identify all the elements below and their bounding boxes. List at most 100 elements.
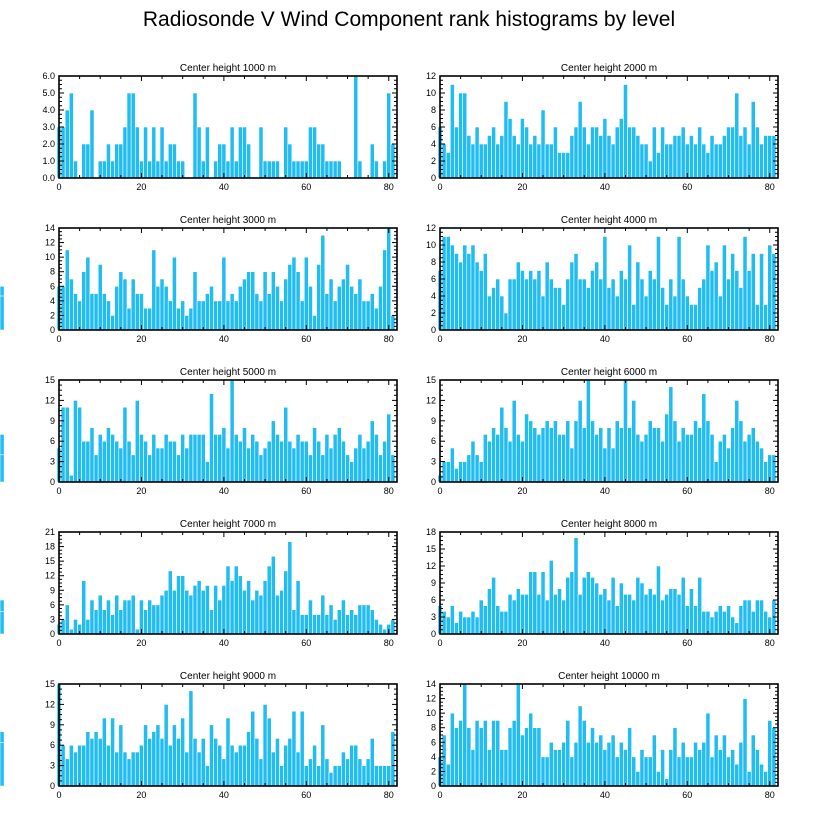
histogram-bar xyxy=(491,577,496,635)
histogram-bar xyxy=(73,160,78,179)
histogram-bar xyxy=(536,434,542,483)
y-tick-label: 6 xyxy=(431,595,436,605)
histogram-bar xyxy=(316,143,322,179)
histogram-bar xyxy=(374,619,379,635)
histogram-bar xyxy=(349,285,355,331)
histogram-bar xyxy=(709,756,715,787)
histogram-bar xyxy=(110,315,115,331)
histogram-bar xyxy=(130,454,136,483)
histogram-bar xyxy=(491,126,496,179)
histogram-bar xyxy=(730,616,736,635)
histogram-bar xyxy=(328,604,334,635)
histogram-bar xyxy=(349,461,355,483)
histogram-bar xyxy=(110,717,115,787)
y-tick-label: 6 xyxy=(431,436,436,446)
histogram-bar xyxy=(324,293,330,331)
y-tick-label: 18 xyxy=(45,542,55,552)
histogram-bar xyxy=(270,751,276,787)
histogram-bar xyxy=(382,249,387,331)
histogram-bar xyxy=(126,440,132,483)
histogram-bar xyxy=(520,734,525,787)
histogram-bar xyxy=(499,749,505,787)
histogram-bar xyxy=(503,611,509,635)
histogram-bar xyxy=(283,406,289,483)
histogram-bar xyxy=(656,427,661,483)
histogram-bar xyxy=(619,270,624,331)
histogram-bar xyxy=(266,565,272,635)
histogram-bar xyxy=(520,440,525,483)
histogram-panel: Center height 3000 m 0 20 40 60 80 0 2 4 6 8 10 12 14 xyxy=(0,215,398,344)
histogram-bar xyxy=(553,287,558,331)
histogram-bar xyxy=(619,118,624,179)
histogram-bar xyxy=(163,704,169,787)
histogram-bar xyxy=(151,249,157,331)
histogram-bar xyxy=(349,744,355,787)
histogram-bar xyxy=(312,614,317,635)
histogram-bar xyxy=(730,126,736,179)
histogram-bar xyxy=(454,126,459,179)
histogram-bar xyxy=(569,571,575,635)
histogram-bar xyxy=(495,720,501,787)
histogram-bar xyxy=(544,420,550,483)
histogram-bar xyxy=(299,614,305,635)
histogram-bar xyxy=(238,126,243,179)
histogram-bar xyxy=(143,724,148,787)
histogram-bar xyxy=(238,440,243,483)
histogram-bar xyxy=(742,126,748,179)
histogram-bar xyxy=(487,440,492,483)
histogram-bar xyxy=(722,135,727,179)
histogram-bar xyxy=(651,278,657,331)
histogram-bar xyxy=(528,571,534,635)
histogram-bar xyxy=(184,751,190,787)
histogram-bar xyxy=(701,741,707,787)
histogram-bar xyxy=(586,143,591,179)
y-tick-label: 9 xyxy=(50,416,55,426)
histogram-bar xyxy=(676,594,682,635)
histogram-bar xyxy=(258,126,264,179)
x-tick-label: 80 xyxy=(384,638,394,648)
histogram-bar xyxy=(470,143,476,179)
panel-title: Center height 5000 m xyxy=(180,367,276,378)
histogram-bar xyxy=(357,604,363,635)
histogram-bar xyxy=(590,577,595,635)
histogram-bar xyxy=(524,126,529,179)
histogram-bar xyxy=(283,278,289,331)
histogram-bar xyxy=(295,160,301,179)
histogram-bar xyxy=(283,126,289,179)
histogram-bar xyxy=(755,440,760,483)
histogram-bar xyxy=(450,447,455,483)
histogram-bar xyxy=(122,278,128,331)
histogram-bar xyxy=(606,741,612,787)
histogram-bar xyxy=(200,589,206,635)
histogram-bar xyxy=(242,427,247,483)
histogram-bar xyxy=(755,304,760,331)
histogram-bar xyxy=(664,304,670,331)
histogram-bar xyxy=(184,447,190,483)
y-tick-label: 4 xyxy=(50,296,55,306)
histogram-bar xyxy=(341,599,346,635)
histogram-bar xyxy=(767,720,773,787)
histogram-bar xyxy=(85,731,91,787)
histogram-bar xyxy=(143,440,148,483)
histogram-bar xyxy=(643,756,649,787)
histogram-bar xyxy=(713,461,719,483)
histogram-bar xyxy=(450,605,455,635)
histogram-bar xyxy=(717,143,723,179)
histogram-bar xyxy=(155,285,161,331)
y-tick-label: 0 xyxy=(431,629,436,639)
histogram-bar xyxy=(336,160,342,179)
histogram-bar xyxy=(701,611,707,635)
x-tick-label: 20 xyxy=(136,486,146,496)
x-tick-label: 80 xyxy=(384,334,394,344)
histogram-bar xyxy=(466,727,472,787)
histogram-bar xyxy=(254,738,260,787)
histogram-bar xyxy=(705,420,711,483)
histogram-bar xyxy=(532,427,538,483)
histogram-bar xyxy=(89,427,95,483)
histogram-bar xyxy=(499,611,505,635)
histogram-bar xyxy=(0,741,5,787)
histogram-bar xyxy=(734,92,740,179)
histogram-bar xyxy=(81,271,87,331)
